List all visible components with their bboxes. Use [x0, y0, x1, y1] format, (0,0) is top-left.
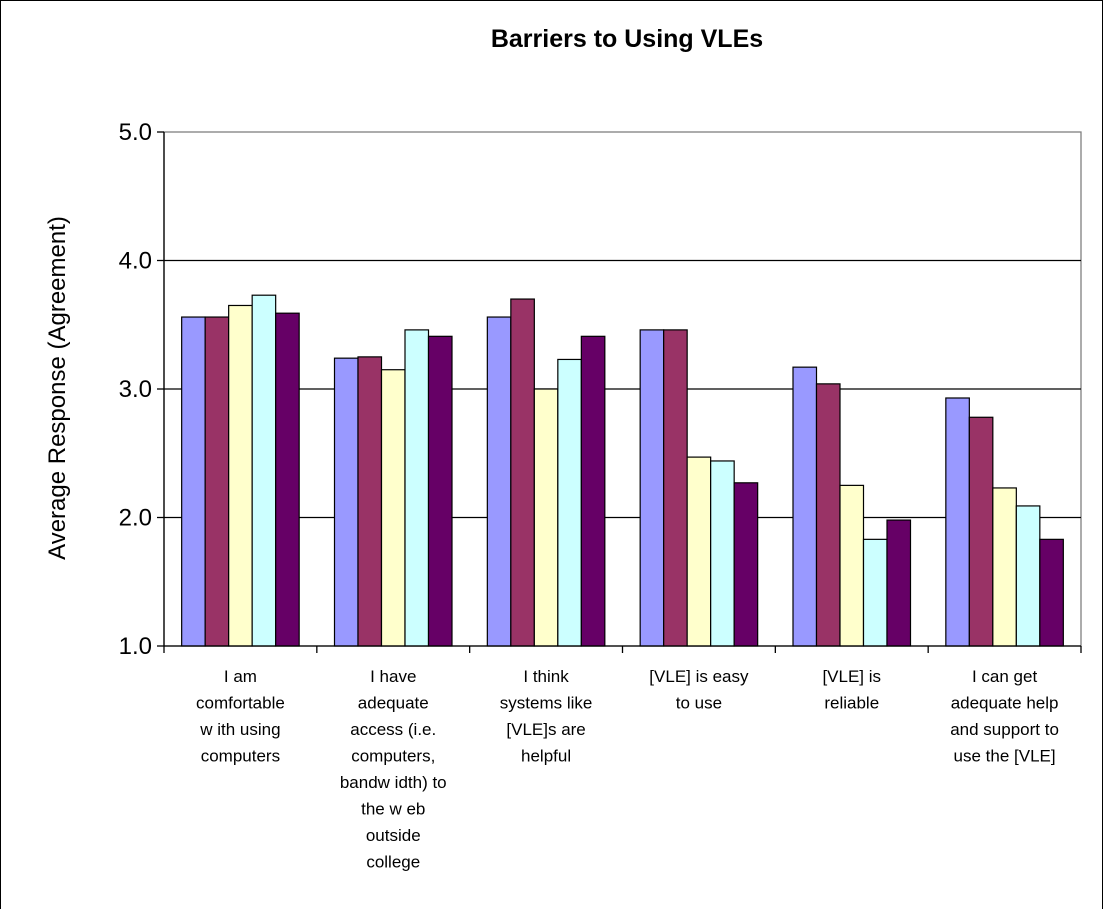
bar [380, 369, 406, 647]
bar [862, 538, 888, 647]
bar [815, 383, 841, 647]
bar [686, 456, 712, 647]
x-category-label: to use [676, 694, 722, 713]
plot-area: 1.0 2.0 3.0 4.0 5.0 I am comfortable w ith usin… [119, 119, 1082, 872]
x-category-label: bandw idth) to [340, 773, 447, 792]
x-category-label: systems like [500, 694, 593, 713]
bar [404, 329, 430, 647]
bar [204, 316, 230, 647]
bar [181, 316, 206, 647]
x-category-label: I think [523, 667, 569, 686]
bar [839, 484, 865, 647]
bar [251, 294, 277, 647]
x-category-label: college [366, 853, 420, 872]
x-category-label: helpful [521, 747, 571, 766]
y-tick-label: 5.0 [119, 119, 152, 146]
y-tick-label: 1.0 [119, 633, 152, 660]
x-category-label: and support to [950, 720, 1059, 739]
bar [663, 329, 688, 647]
bar [580, 335, 606, 647]
x-category-label: adequate [358, 694, 429, 713]
x-category-label: use the [VLE] [954, 747, 1056, 766]
bar [792, 366, 818, 647]
bar [228, 304, 253, 647]
x-category-label: reliable [824, 694, 879, 713]
bar [886, 519, 912, 647]
y-axis-label: Average Response (Agreement) [44, 216, 71, 560]
y-tick-label: 4.0 [119, 248, 152, 275]
x-category-label: I have [370, 667, 416, 686]
bar [992, 487, 1017, 647]
x-category-label: the w eb [361, 800, 425, 819]
x-category-label: I am [224, 667, 257, 686]
bar [533, 388, 559, 647]
x-category-label: computers, [351, 747, 435, 766]
bar [968, 416, 994, 647]
bar [486, 316, 512, 647]
x-category-label: computers [201, 747, 280, 766]
bar [357, 356, 383, 647]
x-category-label: w ith using [199, 720, 280, 739]
x-category-label: [VLE] is [822, 667, 881, 686]
bar [333, 357, 359, 647]
bar [710, 460, 735, 647]
x-category-label: [VLE]s are [506, 720, 585, 739]
y-tick-label: 2.0 [119, 505, 152, 532]
x-category-label: adequate help [951, 694, 1059, 713]
bar [639, 329, 665, 647]
bar [945, 397, 970, 647]
x-category-label: [VLE] is easy [649, 667, 749, 686]
x-category-label: outside [366, 826, 421, 845]
bar [427, 335, 453, 647]
bar [733, 482, 759, 647]
x-category-label: access (i.e. [350, 720, 436, 739]
bar [510, 298, 535, 647]
bar [275, 312, 300, 647]
x-category-label: I can get [972, 667, 1037, 686]
x-category-label: comfortable [196, 694, 285, 713]
chart-title: Barriers to Using VLEs [491, 25, 763, 53]
y-tick-label: 3.0 [119, 376, 152, 403]
bar [1015, 505, 1041, 647]
bar [1039, 538, 1064, 647]
bar [557, 358, 582, 647]
